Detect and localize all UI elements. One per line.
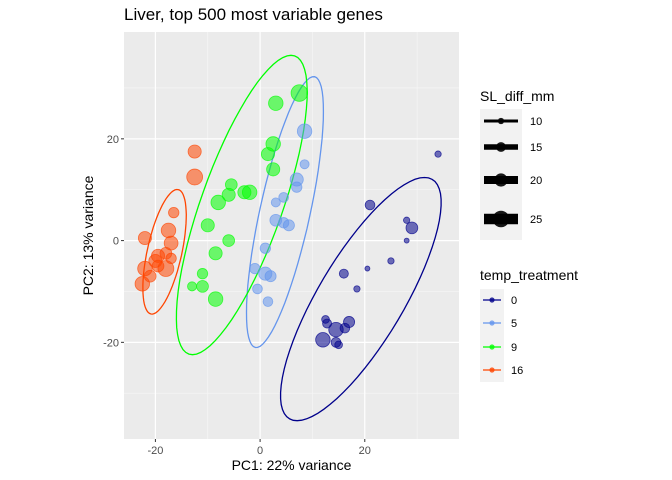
ellipse-group-0 [279, 176, 442, 422]
x-tick-label: 0 [257, 445, 263, 457]
point-group-16 [157, 260, 175, 277]
y-tick-label: 0 [113, 236, 119, 248]
point-group-5 [282, 219, 295, 232]
x-axis-title: PC1: 22% variance [232, 457, 352, 473]
size-legend-dot-20 [494, 173, 508, 187]
color-legend-dot-16 [489, 367, 495, 373]
color-legend-keys-bg [480, 289, 504, 382]
point-group-16 [168, 206, 180, 219]
point-group-0 [315, 332, 331, 348]
point-group-5 [264, 270, 277, 283]
size-legend-label: 10 [530, 116, 542, 128]
point-group-9 [196, 280, 209, 293]
size-legend-title: SL_diff_mm [480, 88, 554, 104]
size-legend-dot-15 [496, 142, 506, 152]
y-tick-label: -20 [103, 337, 119, 349]
point-group-5 [262, 296, 274, 307]
point-group-16 [186, 168, 204, 186]
size-legend: 10 15 20 25 [484, 116, 542, 228]
x-tick-label: 20 [359, 445, 371, 457]
point-group-9 [200, 218, 215, 233]
point-group-9 [237, 185, 252, 200]
size-legend-label: 25 [530, 214, 542, 226]
point-group-9 [221, 187, 236, 202]
point-group-5 [278, 192, 289, 203]
point-group-0 [364, 199, 376, 211]
point-group-5 [259, 242, 271, 254]
point-group-5 [299, 159, 310, 170]
point-group-5 [252, 283, 263, 295]
point-group-9 [260, 147, 275, 162]
point-group-0 [403, 237, 410, 244]
data-points [134, 84, 442, 350]
point-group-5 [296, 123, 313, 139]
point-group-0 [338, 268, 349, 279]
color-legend-dot-9 [489, 344, 495, 350]
point-group-9 [266, 162, 281, 177]
color-legend: 0 5 9 16 [483, 295, 523, 377]
point-group-9 [196, 268, 209, 280]
point-group-9 [210, 194, 226, 211]
point-group-5 [291, 181, 303, 193]
point-group-0 [339, 322, 351, 334]
size-legend-label: 15 [530, 142, 542, 154]
color-legend-dot-5 [489, 320, 495, 326]
plot-panel [124, 32, 459, 439]
point-group-0 [403, 216, 411, 224]
grid-lines [124, 32, 459, 439]
x-tick-label: -20 [147, 445, 163, 457]
ellipse-group-9 [175, 54, 308, 356]
confidence-ellipses [142, 54, 442, 422]
point-group-0 [387, 257, 395, 265]
size-legend-dot-25 [492, 210, 510, 228]
color-legend-label: 0 [511, 295, 517, 307]
ellipse-group-16 [142, 188, 187, 315]
point-group-0 [405, 221, 419, 235]
point-group-5 [270, 197, 281, 208]
point-group-0 [334, 340, 343, 350]
point-group-5 [249, 262, 261, 275]
point-group-9 [207, 291, 224, 307]
axis-ticks: -20 0 20 -20 0 20 [103, 134, 371, 457]
chart-title: Liver, top 500 most variable genes [124, 5, 383, 24]
point-group-16 [160, 222, 177, 239]
point-group-0 [364, 265, 371, 272]
point-group-9 [208, 246, 223, 261]
color-legend-title: temp_treatment [480, 267, 578, 283]
point-group-0 [353, 285, 361, 293]
color-legend-label: 5 [511, 318, 517, 330]
point-group-9 [187, 281, 197, 292]
color-legend-label: 16 [511, 365, 523, 377]
point-group-9 [290, 84, 309, 102]
y-axis-title: PC2: 13% variance [80, 175, 96, 295]
size-legend-label: 20 [530, 175, 542, 187]
color-legend-dot-0 [489, 297, 495, 303]
point-group-16 [134, 276, 150, 292]
point-group-0 [434, 150, 442, 158]
size-legend-dot-10 [497, 117, 505, 125]
color-legend-label: 9 [511, 342, 517, 354]
point-group-16 [187, 144, 202, 159]
point-group-9 [268, 95, 284, 111]
y-tick-label: 20 [107, 134, 119, 146]
point-group-16 [137, 231, 152, 246]
point-group-9 [222, 234, 235, 247]
